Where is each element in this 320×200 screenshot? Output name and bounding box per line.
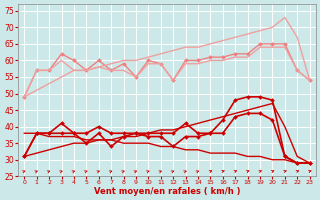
- X-axis label: Vent moyen/en rafales ( km/h ): Vent moyen/en rafales ( km/h ): [94, 187, 240, 196]
